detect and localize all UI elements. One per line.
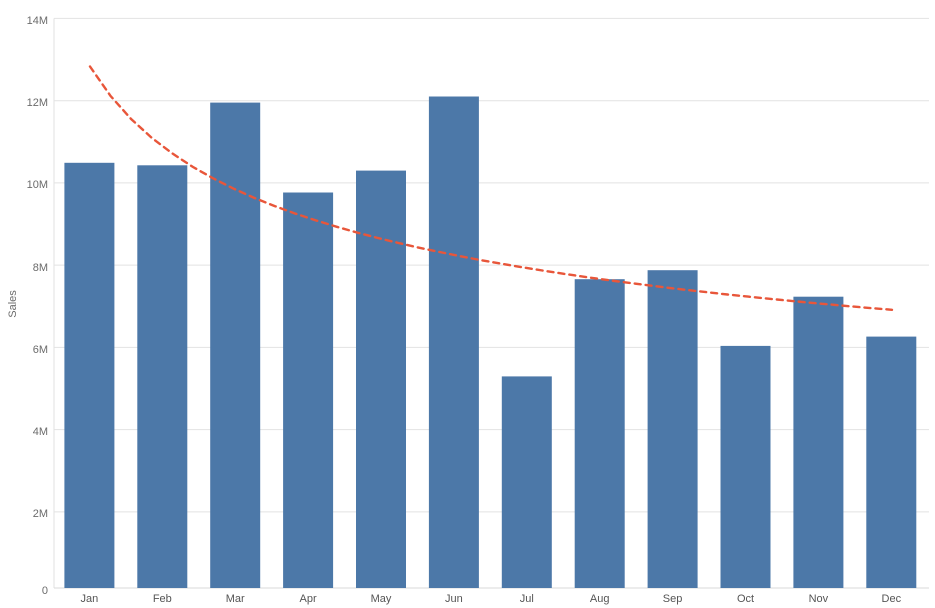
svg-text:Jul: Jul xyxy=(520,593,534,605)
svg-text:Aug: Aug xyxy=(590,593,610,605)
svg-text:Sales: Sales xyxy=(7,290,19,318)
svg-text:Jun: Jun xyxy=(445,593,463,605)
svg-text:4M: 4M xyxy=(33,426,48,438)
svg-text:Apr: Apr xyxy=(300,593,317,605)
svg-text:Dec: Dec xyxy=(882,593,902,605)
svg-text:14M: 14M xyxy=(27,15,48,27)
svg-text:Nov: Nov xyxy=(809,593,829,605)
svg-text:10M: 10M xyxy=(27,179,48,191)
svg-text:12M: 12M xyxy=(27,97,48,109)
svg-text:2M: 2M xyxy=(33,508,48,520)
svg-text:Sep: Sep xyxy=(663,593,683,605)
svg-text:6M: 6M xyxy=(33,344,48,356)
svg-text:Feb: Feb xyxy=(153,593,172,605)
svg-text:Jan: Jan xyxy=(81,593,99,605)
svg-text:0: 0 xyxy=(42,585,48,597)
svg-text:May: May xyxy=(371,593,392,605)
svg-text:Oct: Oct xyxy=(737,593,754,605)
svg-text:8M: 8M xyxy=(33,262,48,274)
svg-text:Mar: Mar xyxy=(226,593,245,605)
